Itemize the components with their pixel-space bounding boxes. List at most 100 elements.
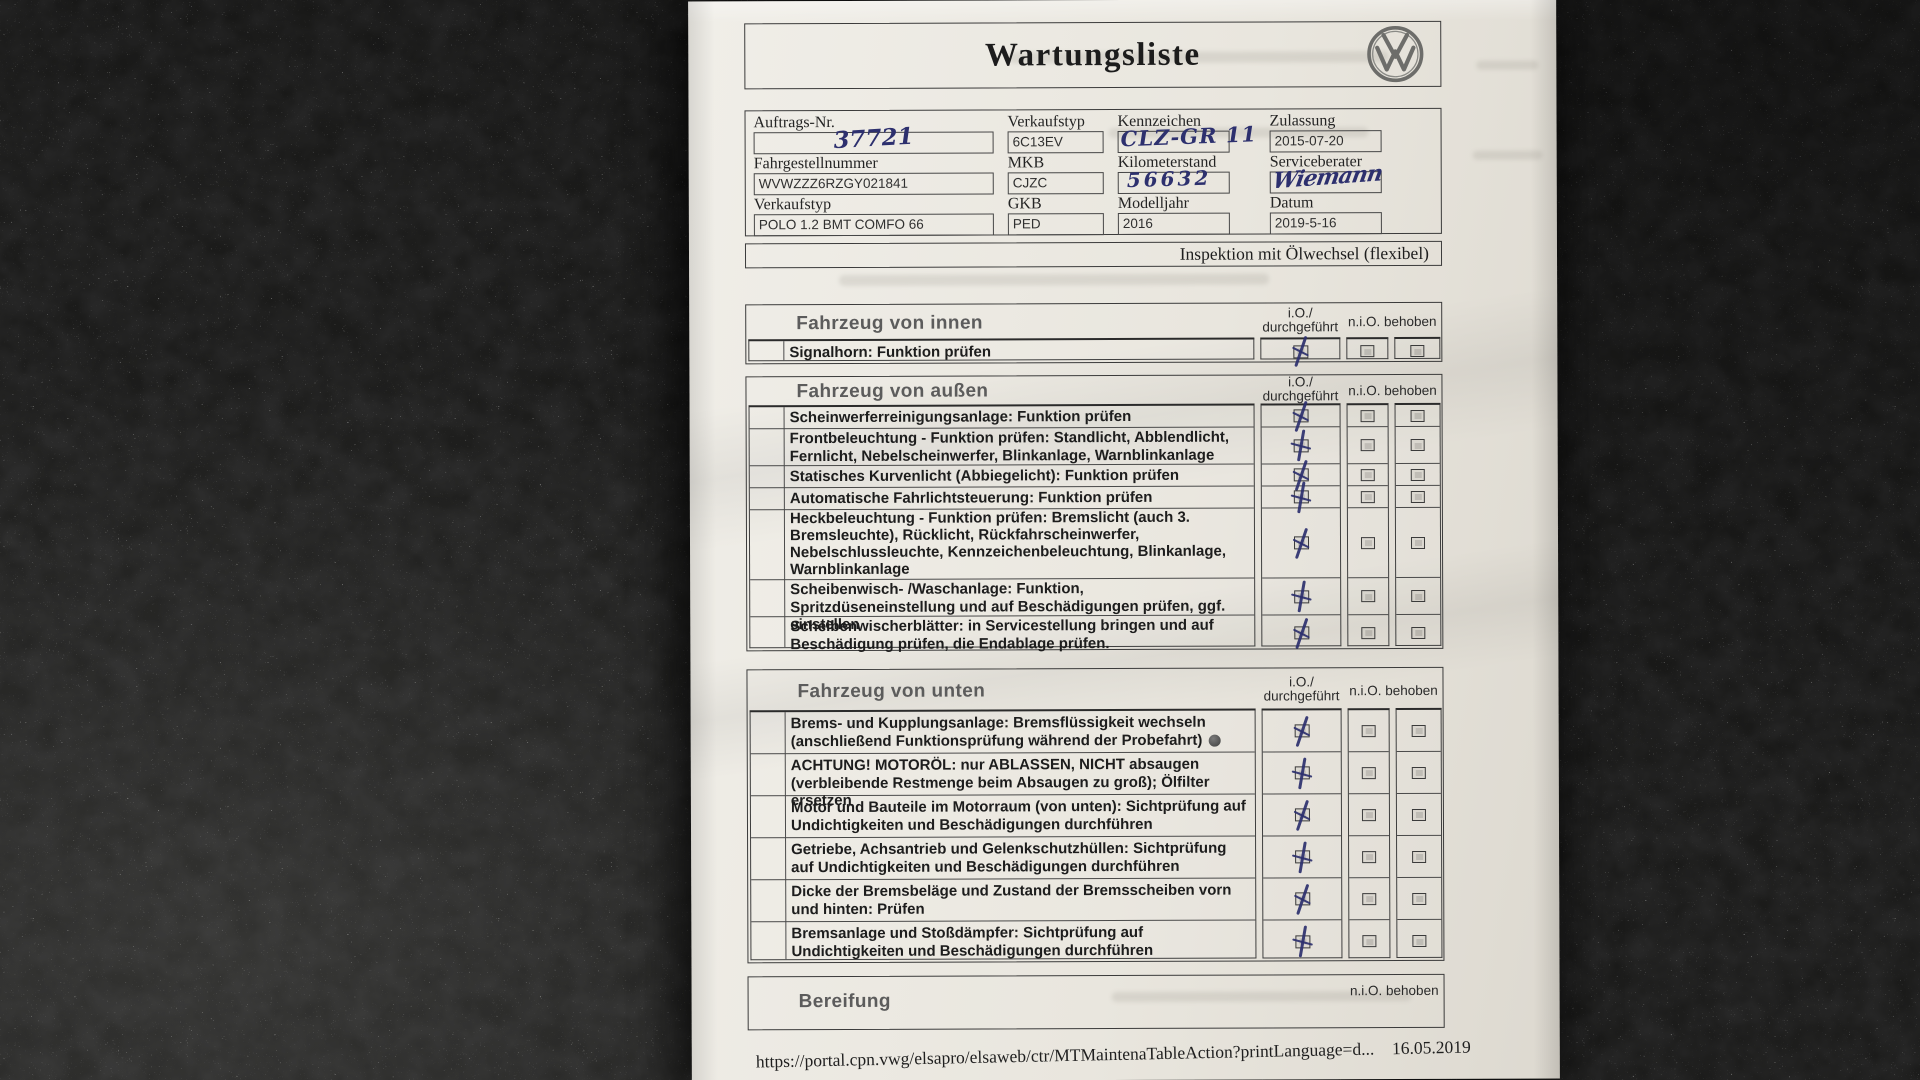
checkbox-nio — [1362, 935, 1377, 948]
nio-cell — [1348, 615, 1388, 650]
section-title: Fahrzeug von unten — [797, 680, 986, 703]
io-cell — [1261, 464, 1340, 487]
field-label: Modelljahr — [1117, 194, 1189, 213]
table-row: Getriebe, Achsantrieb und Gelenkschutzhü… — [751, 836, 1256, 881]
checkbox-nio — [1361, 724, 1376, 737]
row-text: Heckbeleuchtung - Funktion prüfen: Brems… — [789, 508, 1227, 579]
filled-dot-icon — [1208, 734, 1221, 747]
rows-text-column: Signalhorn: Funktion prüfen — [748, 337, 1255, 362]
rows-behoben-column — [1394, 336, 1441, 360]
handwritten-value: CLZ-GR 11 — [1120, 121, 1258, 152]
field-zulassung: Zulassung 2015-07-20 — [1270, 112, 1430, 153]
row-text: Statisches Kurvenlicht (Abbiegelicht): F… — [789, 466, 1180, 486]
nio-cell — [1347, 508, 1389, 579]
nio-cell — [1348, 710, 1389, 753]
row-text: Getriebe, Achsantrieb und Gelenkschutzhü… — [791, 839, 1227, 876]
table-row: Heckbeleuchtung - Funktion prüfen: Brems… — [749, 508, 1255, 581]
checkbox-nio — [1360, 345, 1375, 358]
bleed-through-smudge — [1472, 150, 1543, 160]
field-label: Fahrgestellnummer — [753, 154, 878, 173]
checkbox-behoben — [1410, 409, 1425, 422]
table-row: Automatische Fahrlichtsteuerung: Funktio… — [749, 486, 1254, 511]
field-value-box: Wiemann — [1269, 160, 1384, 194]
field-gkb: GKB PED — [1008, 195, 1106, 236]
checkbox-behoben — [1411, 626, 1426, 639]
io-cell — [1261, 427, 1340, 465]
field-value-box: 56632 — [1117, 165, 1230, 195]
section-fahrzeug-von-unten: Fahrzeug von unten i.O./ durchgeführt n.… — [746, 666, 1445, 964]
nio-cell — [1349, 920, 1389, 962]
checkbox-behoben — [1410, 468, 1425, 481]
checkbox-nio — [1362, 850, 1377, 863]
nio-cell — [1349, 836, 1390, 879]
table-row: Scheibenwischerblätter: in Servicestellu… — [750, 616, 1254, 653]
section-bereifung: Bereifung n.i.O. behoben — [747, 973, 1445, 1031]
checkbox-nio — [1361, 590, 1376, 603]
title-box: Wartungsliste — [744, 20, 1442, 90]
row-text: Bremsanlage und Stoßdämpfer: Sichtprüfun… — [791, 923, 1154, 960]
rows-nio-column — [1346, 403, 1390, 647]
handwritten-signature: Wiemann — [1270, 160, 1385, 195]
behoben-cell — [1396, 577, 1441, 616]
paper-sheet: Wartungsliste Auftrags-Nr. — [688, 0, 1560, 1080]
io-cell — [1261, 405, 1340, 428]
behoben-cell — [1396, 615, 1440, 650]
column-header-io-line2: durchgeführt — [1262, 319, 1339, 335]
column-header-io-line1: i.O./ — [1288, 374, 1313, 390]
behoben-cell — [1397, 877, 1442, 921]
nio-cell — [1349, 878, 1390, 921]
handwritten-value: 56632 — [1126, 165, 1212, 193]
table-row: Bremsanlage und Stoßdämpfer: Sichtprüfun… — [751, 921, 1255, 965]
checkbox-nio — [1360, 409, 1375, 422]
column-header-nio-behoben: n.i.O. behoben — [1348, 382, 1437, 399]
section-title: Fahrzeug von außen — [796, 380, 989, 403]
column-header-io: i.O./ durchgeführt — [1251, 305, 1349, 335]
row-text: Automatische Fahrlichtsteuerung: Funktio… — [789, 488, 1153, 508]
field-label: MKB — [1007, 154, 1045, 172]
io-cell — [1261, 486, 1340, 509]
io-cell — [1262, 578, 1341, 616]
rows-text-column: Brems- und Kupplungsanlage: Bremsflüssig… — [749, 708, 1257, 961]
field-verkaufstyp-lang: Verkaufstyp POLO 1.2 BMT COMFO 66 — [753, 195, 994, 237]
checkbox-nio — [1360, 439, 1375, 452]
io-cell — [1263, 878, 1342, 921]
table-row: Motor und Bauteile im Motorraum (von unt… — [750, 794, 1256, 839]
column-header-nio-behoben: n.i.O. behoben — [1349, 682, 1438, 699]
row-text: Signalhorn: Funktion prüfen — [789, 343, 992, 362]
vw-logo-icon — [1366, 25, 1424, 88]
field-fahrgestellnummer: Fahrgestellnummer WVWZZZ6RZGY021841 — [753, 154, 994, 196]
io-cell — [1262, 794, 1342, 837]
column-header-io-line1: i.O./ — [1289, 674, 1314, 690]
nio-cell — [1347, 405, 1388, 428]
behoben-cell — [1396, 751, 1441, 795]
table-row: Scheibenwisch- /Waschanlage: Funktion, S… — [750, 578, 1255, 633]
field-value-box: 2016 — [1117, 212, 1230, 236]
print-footer: https://portal.cpn.vwg/elsapro/elsaweb/c… — [756, 1037, 1471, 1073]
rows-io-column — [1260, 337, 1341, 360]
info-column-3: Kennzeichen CLZ-GR 11 Kilometerstand 566… — [1117, 113, 1257, 236]
rows-io-column — [1260, 403, 1342, 647]
io-cell — [1262, 752, 1341, 795]
io-cell — [1262, 710, 1341, 753]
field-mkb: MKB CJZC — [1007, 154, 1106, 195]
checkbox-nio — [1360, 468, 1375, 481]
checkbox-behoben — [1410, 536, 1426, 549]
info-column-4: Zulassung 2015-07-20 Serviceberater Wiem… — [1269, 112, 1430, 235]
row-text: Frontbeleuchtung - Funktion prüfen: Stan… — [789, 428, 1230, 465]
column-header-io: i.O./ durchgeführt — [1251, 374, 1349, 403]
field-auftrags-nr: Auftrags-Nr. 37721 — [754, 113, 994, 155]
table-row: Frontbeleuchtung - Funktion prüfen: Stan… — [749, 427, 1254, 467]
info-column-2: Verkaufstyp 6C13EV MKB CJZC GKB PED — [1007, 113, 1106, 236]
field-value-box: POLO 1.2 BMT COMFO 66 — [753, 213, 994, 237]
column-header-io: i.O./ durchgeführt — [1252, 674, 1350, 703]
checkbox-behoben — [1412, 934, 1427, 947]
table-row: Signalhorn: Funktion prüfen — [749, 340, 1253, 366]
row-text: Scheibenwischerblätter: in Servicestellu… — [790, 616, 1214, 653]
checkbox-behoben — [1410, 344, 1425, 357]
field-modelljahr: Modelljahr 2016 — [1117, 194, 1244, 236]
table-row: Dicke der Bremsbeläge und Zustand der Br… — [751, 878, 1256, 923]
field-label: Datum — [1269, 194, 1314, 212]
behoben-cell — [1395, 507, 1441, 579]
checkbox-behoben — [1412, 892, 1427, 905]
table-row: Statisches Kurvenlicht (Abbiegelicht): F… — [749, 464, 1254, 489]
